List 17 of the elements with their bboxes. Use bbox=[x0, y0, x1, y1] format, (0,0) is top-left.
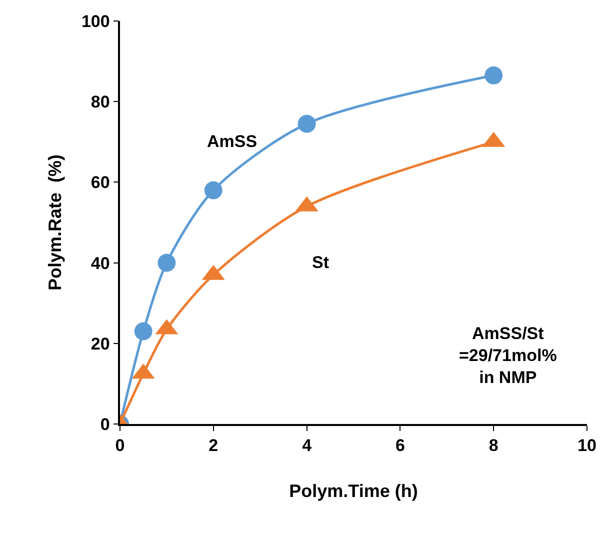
y-tick-label: 100 bbox=[81, 12, 110, 31]
x-tick-label: 8 bbox=[488, 436, 498, 456]
series-label: AmSS bbox=[207, 132, 258, 151]
y-tick-label: 40 bbox=[90, 254, 110, 273]
x-tick-label: 2 bbox=[208, 436, 218, 456]
x-axis-title: Polym.Time (h) bbox=[289, 480, 418, 501]
annotation: AmSS/St =29/71mol% in NMP bbox=[459, 324, 557, 388]
text: St bbox=[312, 253, 330, 272]
y-axis-title: Polym.Rate (%) bbox=[45, 154, 66, 291]
y-tick-label: 20 bbox=[90, 334, 110, 354]
y-tick-label: 0 bbox=[100, 414, 110, 434]
x-tick-label: 10 bbox=[578, 436, 596, 456]
x-tick-label: 0 bbox=[115, 436, 125, 456]
x-tick-label: 4 bbox=[302, 436, 312, 456]
x-tick-label: 6 bbox=[395, 436, 405, 456]
y-tick-label: 60 bbox=[90, 173, 110, 192]
y-tick-label: 80 bbox=[90, 92, 110, 112]
